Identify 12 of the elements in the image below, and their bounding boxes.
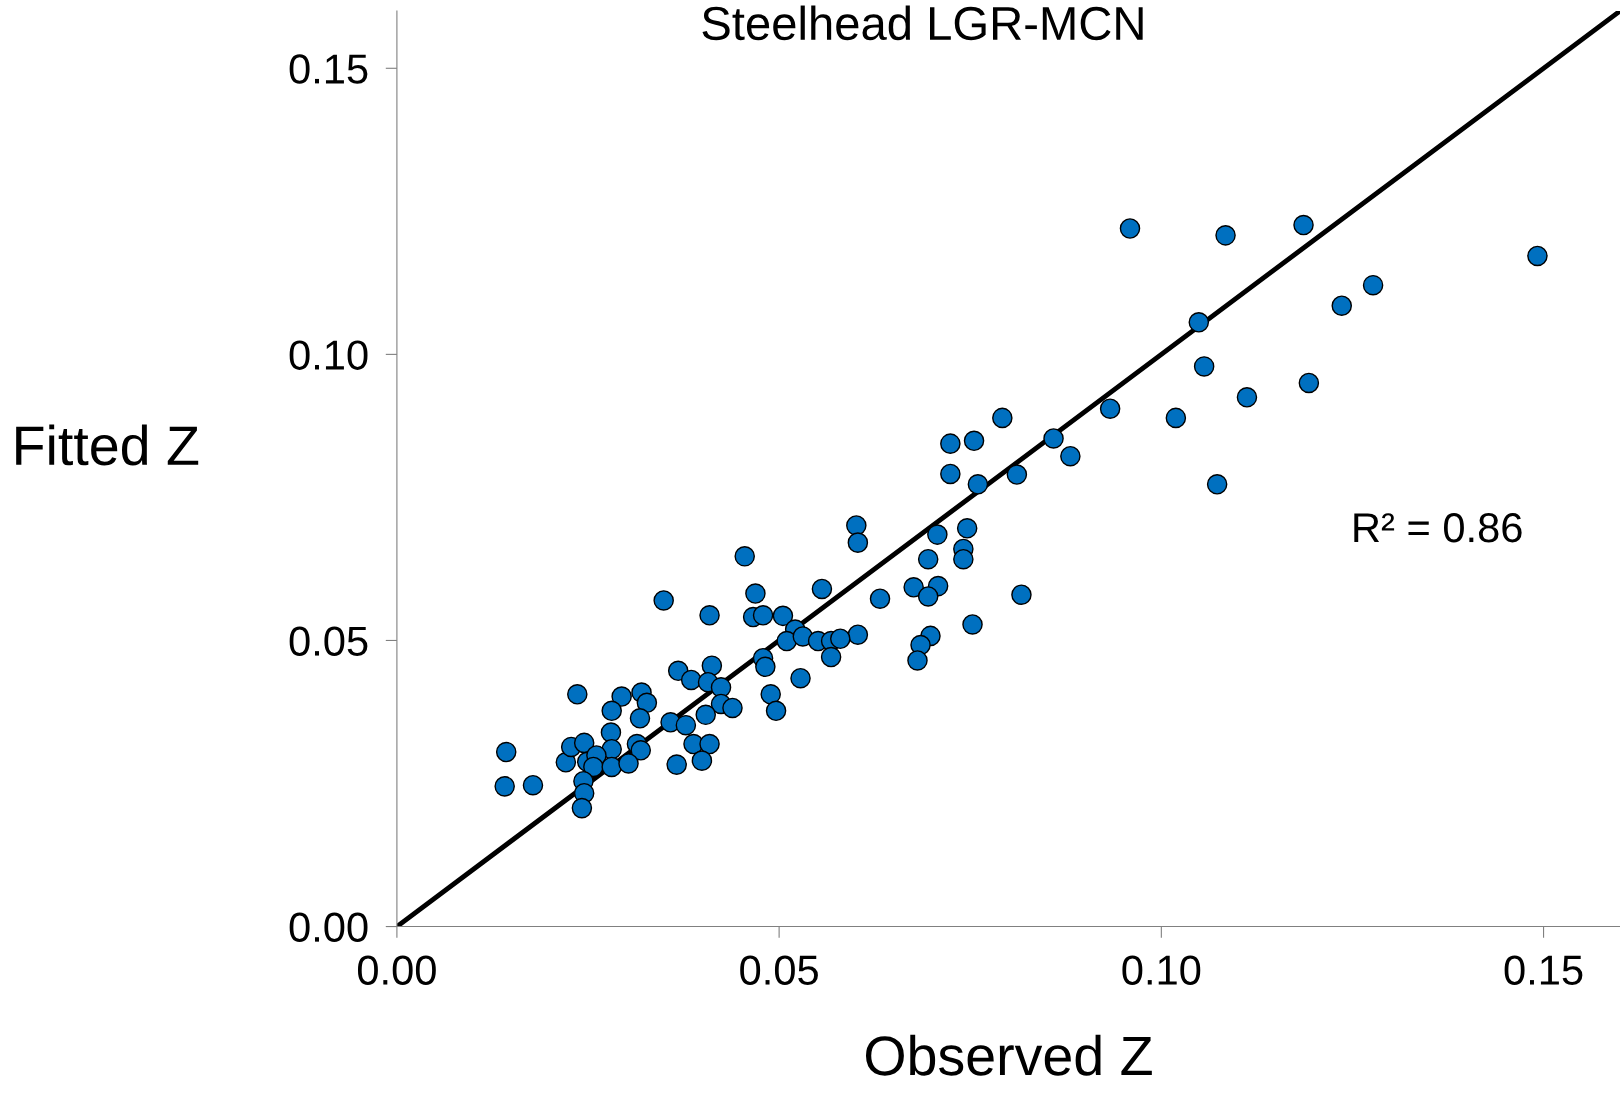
y-tick-label: 0.15 (289, 54, 368, 84)
chart-title: Steelhead LGR-MCN (702, 5, 1143, 41)
y-tick-label: 0.10 (289, 340, 368, 370)
x-axis-title: Observed Z (865, 1034, 1152, 1076)
x-tick-label: 0.00 (357, 955, 436, 985)
annotation: R² = 0.86 (1354, 512, 1522, 543)
x-tick-label: 0.10 (1122, 955, 1201, 985)
x-tick-label: 0.05 (740, 955, 818, 985)
y-tick-label: 0.00 (289, 912, 368, 943)
y-axis-title: Fitted Z (16, 424, 199, 466)
x-tick-label: 0.15 (1504, 955, 1583, 985)
y-tick-label: 0.05 (289, 626, 368, 656)
